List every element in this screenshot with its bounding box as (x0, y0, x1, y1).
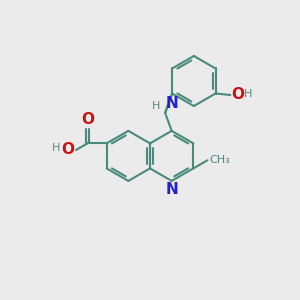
Text: O: O (231, 87, 244, 102)
Text: O: O (61, 142, 75, 158)
Text: H: H (244, 89, 252, 99)
Text: N: N (165, 182, 178, 197)
Text: N: N (166, 95, 178, 110)
Text: CH₃: CH₃ (210, 155, 230, 165)
Text: H: H (52, 142, 61, 153)
Text: H: H (152, 100, 160, 110)
Text: O: O (81, 112, 94, 127)
